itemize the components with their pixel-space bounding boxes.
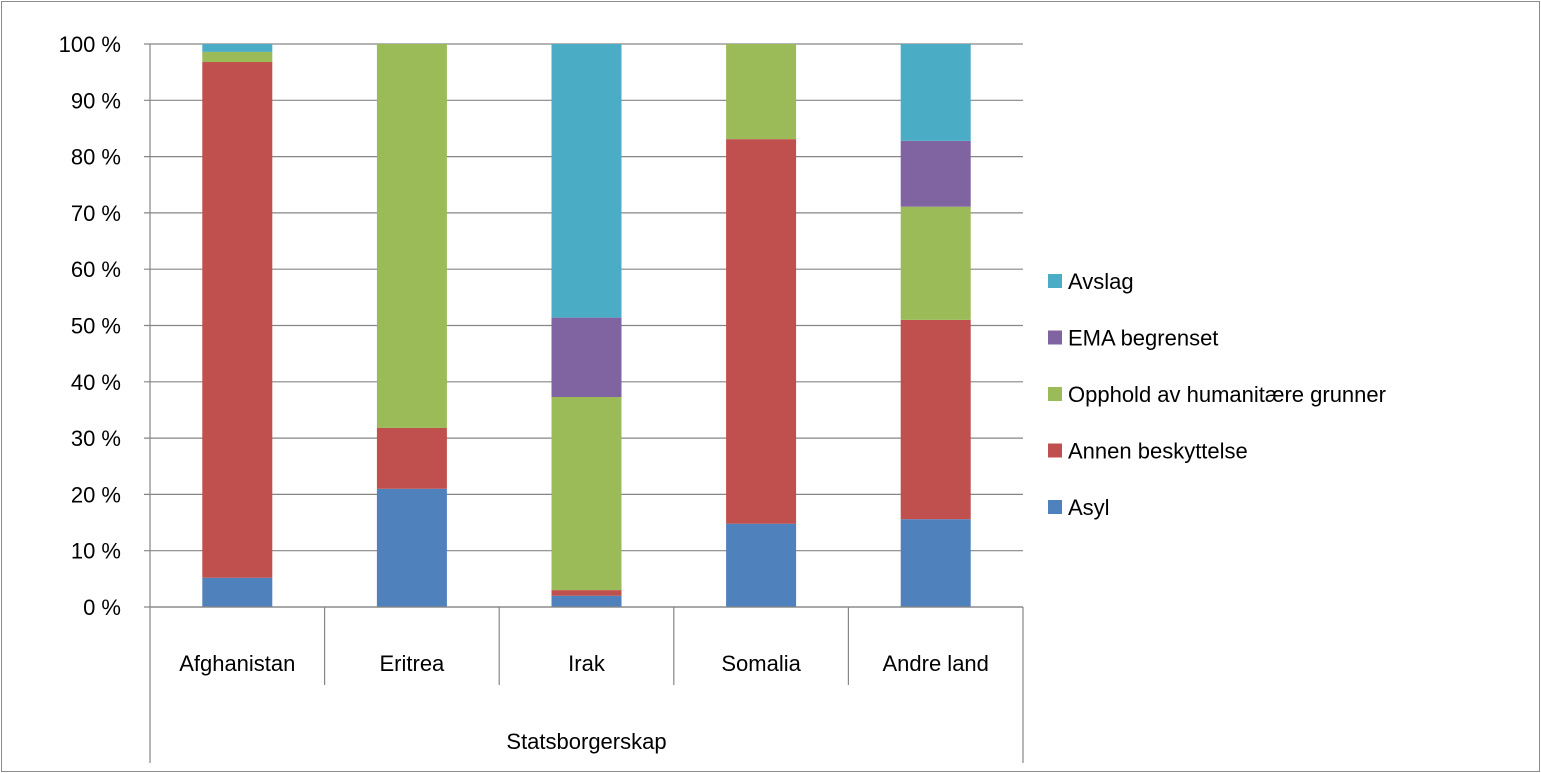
y-axis-tick-labels: 0 % 10 % 20 % 30 % 40 % 50 % 60 % 70 % 80 % 90 % 1… — [59, 32, 121, 620]
legend-item: Annen beskyttelse — [1048, 439, 1248, 464]
legend-label: Avslag — [1068, 269, 1134, 294]
x-category-label: Afghanistan — [179, 651, 295, 676]
bar-segment-avslag-irak — [551, 44, 622, 318]
bar-segment-asyl-somalia — [726, 523, 797, 607]
legend-label: Asyl — [1068, 495, 1110, 520]
legend-swatch — [1048, 330, 1062, 345]
axes — [149, 44, 1024, 763]
bar-segment-opphold-av-humanit-re-grunner-andre-land — [900, 206, 971, 320]
y-tick-label: 40 % — [71, 370, 121, 395]
legend-item: Avslag — [1048, 269, 1134, 294]
bar-segment-annen-beskyttelse-eritrea — [376, 427, 447, 489]
bar-segment-annen-beskyttelse-somalia — [726, 139, 797, 524]
legend-swatch — [1048, 274, 1062, 288]
legend-swatch — [1048, 387, 1062, 401]
y-tick-label: 90 % — [71, 88, 121, 113]
bar-segment-avslag-andre-land — [900, 44, 971, 141]
legend-swatch — [1048, 443, 1062, 458]
y-tick-label: 10 % — [71, 539, 121, 564]
y-tick-label: 80 % — [71, 145, 121, 170]
y-tick-label: 30 % — [71, 426, 121, 451]
y-tick-label: 100 % — [59, 32, 121, 57]
bar-segment-opphold-av-humanit-re-grunner-afghanistan — [202, 51, 273, 63]
x-category-label: Irak — [568, 651, 606, 676]
bar-segment-asyl-irak — [551, 595, 622, 607]
x-category-label: Somalia — [721, 651, 801, 676]
legend-label: EMA begrenset — [1068, 326, 1218, 351]
y-tick-label: 0 % — [83, 595, 121, 620]
bar-stacks — [202, 44, 971, 607]
legend-swatch — [1048, 500, 1062, 514]
legend-label: Opphold av humanitære grunner — [1068, 382, 1386, 407]
x-category-label: Andre land — [882, 651, 988, 676]
bar-segment-opphold-av-humanit-re-grunner-somalia — [726, 44, 797, 140]
bar-segment-ema-begrenset-andre-land — [900, 140, 971, 207]
bar-segment-annen-beskyttelse-afghanistan — [202, 62, 273, 578]
legend-item: EMA begrenset — [1048, 326, 1218, 351]
x-category-label: Eritrea — [380, 651, 446, 676]
bar-segment-annen-beskyttelse-irak — [551, 590, 622, 596]
bar-segment-asyl-andre-land — [900, 519, 971, 607]
y-tick-label: 60 % — [71, 257, 121, 282]
legend-item: Opphold av humanitære grunner — [1048, 382, 1386, 407]
bar-segment-annen-beskyttelse-andre-land — [900, 319, 971, 520]
y-tick-label: 50 % — [71, 314, 121, 339]
y-tick-label: 70 % — [71, 201, 121, 226]
legend-item: Asyl — [1048, 495, 1110, 520]
bar-segment-opphold-av-humanit-re-grunner-irak — [551, 397, 622, 591]
bar-segment-asyl-afghanistan — [202, 577, 273, 607]
legend-label: Annen beskyttelse — [1068, 439, 1248, 464]
y-tick-label: 20 % — [71, 482, 121, 507]
legend: Avslag EMA begrenset Opphold av humanitære… — [1048, 269, 1386, 520]
bar-segment-opphold-av-humanit-re-grunner-eritrea — [376, 44, 447, 428]
bar-segment-avslag-afghanistan — [202, 44, 273, 52]
bar-segment-asyl-eritrea — [376, 488, 447, 607]
bar-segment-ema-begrenset-irak — [551, 317, 622, 398]
x-axis-group-label: Statsborgerskap — [506, 729, 666, 754]
x-axis-category-labels: Afghanistan Eritrea Irak Somalia Andre land — [179, 651, 989, 676]
